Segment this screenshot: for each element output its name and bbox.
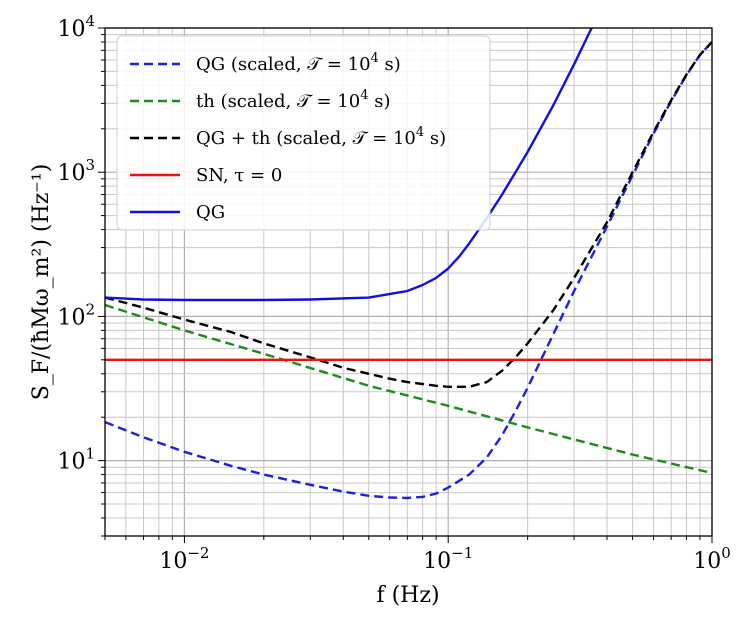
series-line-1 [105, 303, 712, 475]
legend-label: QG (scaled, 𝒯 = 104 s) [196, 51, 401, 75]
series-line-0 [105, 41, 712, 500]
plot-frame [104, 27, 713, 537]
y-tick-label: 103 [57, 156, 95, 186]
legend-box [116, 35, 491, 231]
series-line-4 [105, 28, 593, 302]
y-tick-label: 102 [57, 300, 95, 330]
series-layer [105, 28, 712, 500]
legend-label: QG [196, 202, 225, 223]
x-tick-label: 10−2 [159, 544, 209, 574]
y-tick-label: 104 [57, 12, 95, 42]
legend-label: th (scaled, 𝒯 = 104 s) [196, 88, 390, 112]
x-tick-label: 10−1 [423, 544, 473, 574]
tick-labels: 10−2 10−1 100 101 102 103 104 [57, 12, 730, 574]
legend-label: QG + th (scaled, 𝒯 = 104 s) [196, 125, 446, 149]
legend: QG (scaled, 𝒯 = 104 s) th (scaled, 𝒯 = 10… [116, 35, 491, 231]
y-tick-label: 101 [57, 445, 95, 475]
ticks [98, 27, 713, 543]
x-axis-label: f (Hz) [376, 583, 439, 608]
y-axis-label: S_F/(ħMω_m²) (Hz⁻¹) [29, 164, 54, 401]
legend-label: SN, τ = 0 [196, 165, 282, 186]
x-tick-label: 100 [693, 544, 731, 574]
